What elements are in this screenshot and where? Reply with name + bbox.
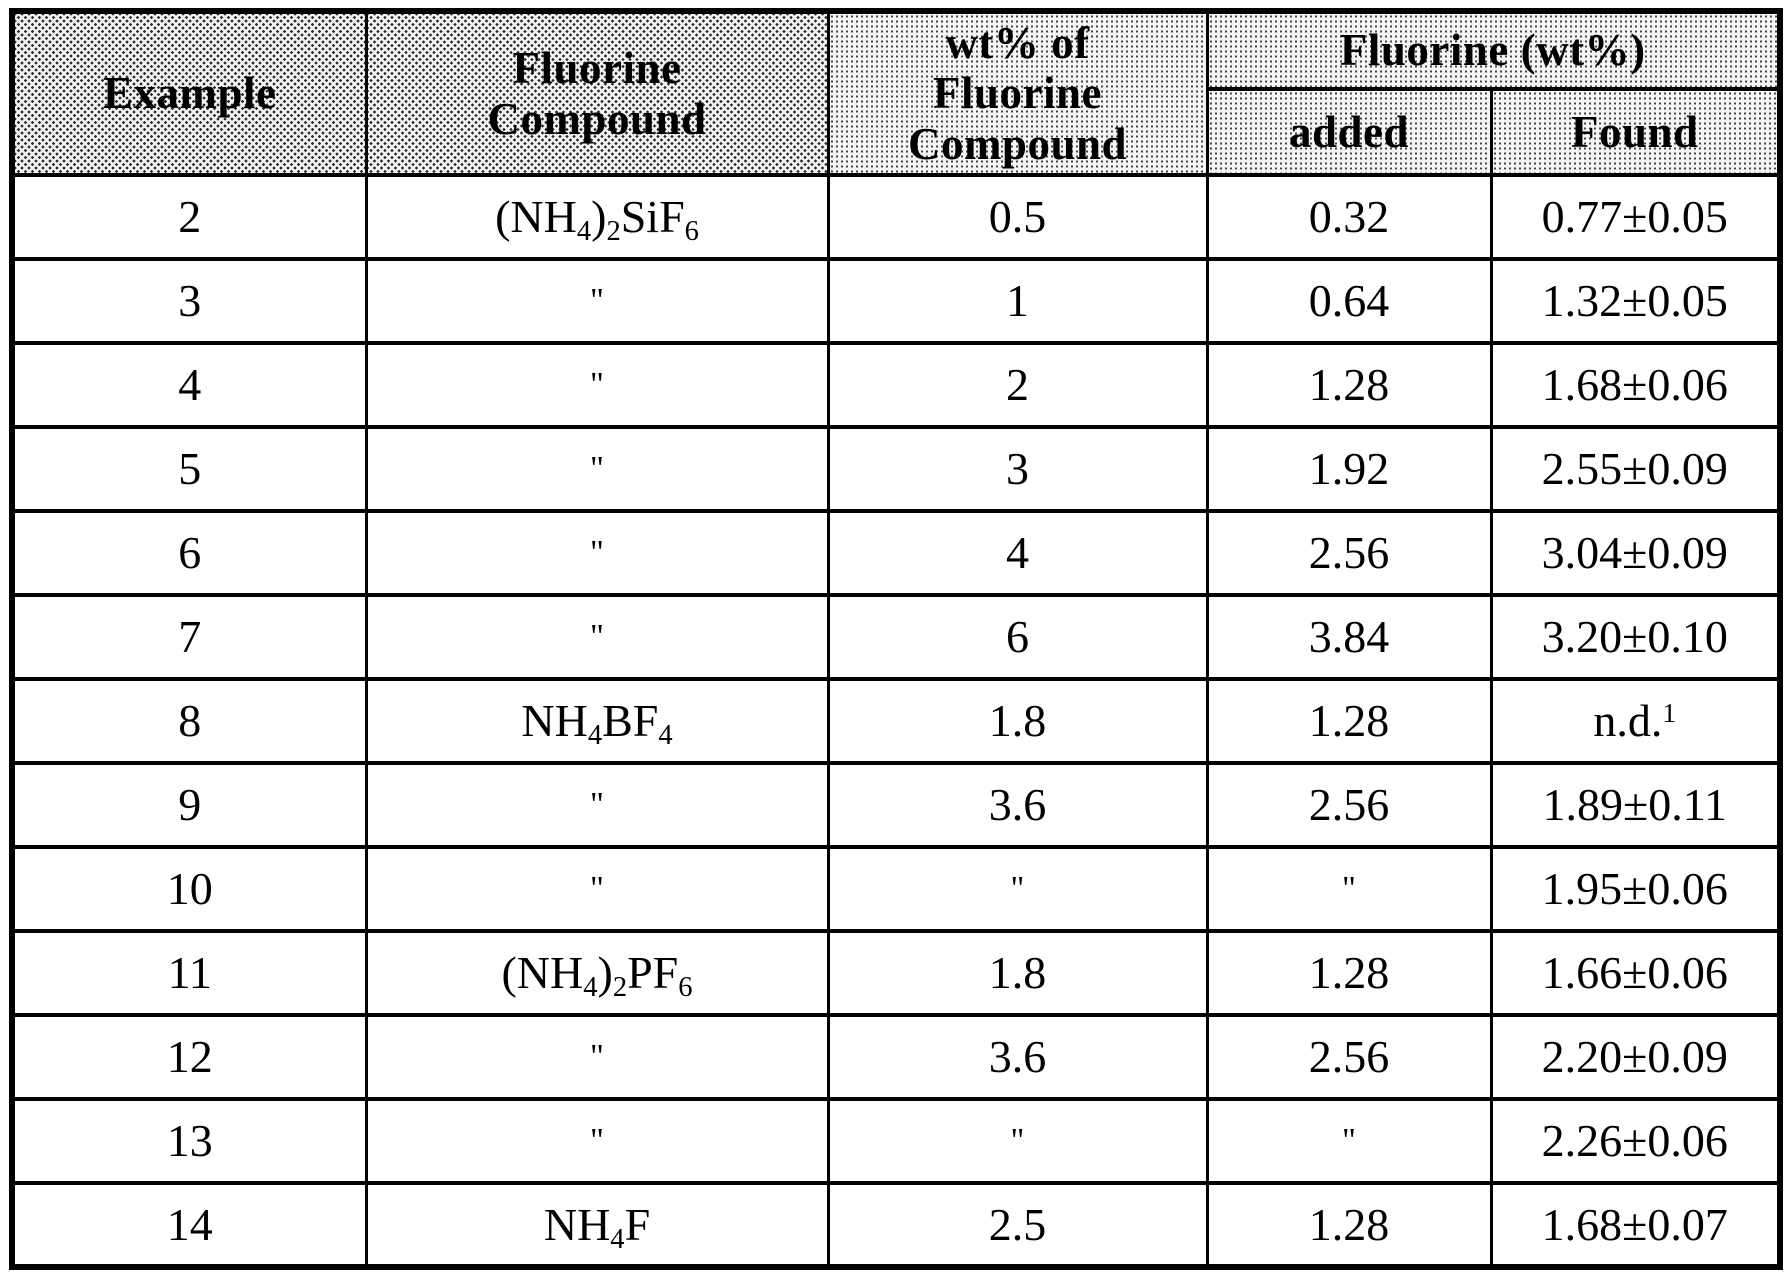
cell-example: 8 [10,677,368,765]
cell-wt-pct: 3.6 [826,1013,1209,1101]
cell-wt-pct: 1.8 [826,677,1209,765]
header-row-sub: added Found [12,87,1782,177]
cell-compound: (NH4)2PF6 [364,929,830,1017]
cell-example: 2 [10,173,368,261]
table-row: 3 " 1 0.64 1.32±0.05 [10,257,1782,345]
header-row-top: Example Fluorine Compound wt% of Fluorin… [10,9,1782,177]
cell-added: 0.64 [1205,257,1493,345]
cell-added: 2.56 [1205,1013,1493,1101]
cell-wt-pct: 2.5 [826,1181,1209,1269]
fluorine-analysis-table: Example Fluorine Compound wt% of Fluorin… [9,8,1784,1270]
cell-wt-pct: 2 [826,341,1209,429]
cell-added: 0.32 [1205,173,1493,261]
table-row: 4 " 2 1.28 1.68±0.06 [10,341,1782,429]
cell-found: 2.20±0.09 [1489,1013,1782,1101]
cell-compound: " [364,1097,830,1185]
header-fluorine-compound: Fluorine Compound [364,9,830,177]
cell-wt-pct: 3.6 [826,761,1209,849]
cell-example: 9 [10,761,368,849]
cell-wt-pct: 1 [826,257,1209,345]
cell-compound: " [364,761,830,849]
cell-compound: " [364,341,830,429]
cell-added: 3.84 [1205,593,1493,681]
cell-added: 1.92 [1205,425,1493,513]
table-row: 14 NH4F 2.5 1.28 1.68±0.07 [10,1181,1782,1269]
table-row: 11 (NH4)2PF6 1.8 1.28 1.66±0.06 [10,929,1782,1017]
cell-wt-pct: 4 [826,509,1209,597]
cell-example: 13 [10,1097,368,1185]
cell-found: 3.20±0.10 [1489,593,1782,681]
cell-compound: " [364,509,830,597]
cell-example: 10 [10,845,368,933]
cell-found: 3.04±0.09 [1489,509,1782,597]
header-fluorine-wt-pct: Fluorine (wt%) [1205,9,1782,91]
cell-found: 1.66±0.06 [1489,929,1782,1017]
cell-found: 2.26±0.06 [1489,1097,1782,1185]
table-row: 13 " " " 2.26±0.06 [10,1097,1782,1185]
cell-added: 1.28 [1205,929,1493,1017]
cell-added: 1.28 [1205,677,1493,765]
table-row: 12 " 3.6 2.56 2.20±0.09 [10,1013,1782,1101]
cell-example: 11 [10,929,368,1017]
cell-added: 1.28 [1205,1181,1493,1269]
table-body: 2 (NH4)2SiF6 0.5 0.32 0.77±0.05 3 " 1 0.64 1.32±0… [10,173,1782,1269]
cell-found: 1.95±0.06 [1489,845,1782,933]
cell-added: " [1205,845,1493,933]
cell-compound: " [364,425,830,513]
table-row: 8 NH4BF4 1.8 1.28 n.d.1 [10,677,1782,765]
cell-added: " [1205,1097,1493,1185]
header-wt-pct-of-fluorine-compound: wt% of Fluorine Compound [826,9,1209,177]
cell-found: 0.77±0.05 [1489,173,1782,261]
cell-added: 1.28 [1205,341,1493,429]
cell-wt-pct: 1.8 [826,929,1209,1017]
cell-found: 1.68±0.07 [1489,1181,1782,1269]
cell-found: 1.32±0.05 [1489,257,1782,345]
cell-compound: " [364,845,830,933]
cell-example: 5 [10,425,368,513]
cell-found: 1.89±0.11 [1489,761,1782,849]
cell-wt-pct: " [826,845,1209,933]
table-row: 6 " 4 2.56 3.04±0.09 [10,509,1782,597]
header-added: added [1205,87,1493,177]
cell-compound: (NH4)2SiF6 [364,173,830,261]
cell-example: 4 [10,341,368,429]
table-row: 7 " 6 3.84 3.20±0.10 [10,593,1782,681]
cell-example: 14 [10,1181,368,1269]
table-header: Example Fluorine Compound wt% of Fluorin… [10,9,1782,177]
header-example: Example [10,9,368,177]
cell-compound: " [364,257,830,345]
cell-wt-pct: 6 [826,593,1209,681]
header-found: Found [1489,87,1782,177]
cell-compound: " [364,593,830,681]
cell-example: 7 [10,593,368,681]
cell-found: 2.55±0.09 [1489,425,1782,513]
cell-compound: " [364,1013,830,1101]
cell-example: 12 [10,1013,368,1101]
cell-wt-pct: " [826,1097,1209,1185]
table-row: 9 " 3.6 2.56 1.89±0.11 [10,761,1782,849]
cell-found: n.d.1 [1489,677,1782,765]
cell-found: 1.68±0.06 [1489,341,1782,429]
cell-added: 2.56 [1205,761,1493,849]
table-row: 5 " 3 1.92 2.55±0.09 [10,425,1782,513]
cell-example: 6 [10,509,368,597]
cell-wt-pct: 0.5 [826,173,1209,261]
cell-added: 2.56 [1205,509,1493,597]
table-row: 10 " " " 1.95±0.06 [10,845,1782,933]
cell-wt-pct: 3 [826,425,1209,513]
cell-example: 3 [10,257,368,345]
table-row: 2 (NH4)2SiF6 0.5 0.32 0.77±0.05 [10,173,1782,261]
cell-compound: NH4BF4 [364,677,830,765]
cell-compound: NH4F [364,1181,830,1269]
